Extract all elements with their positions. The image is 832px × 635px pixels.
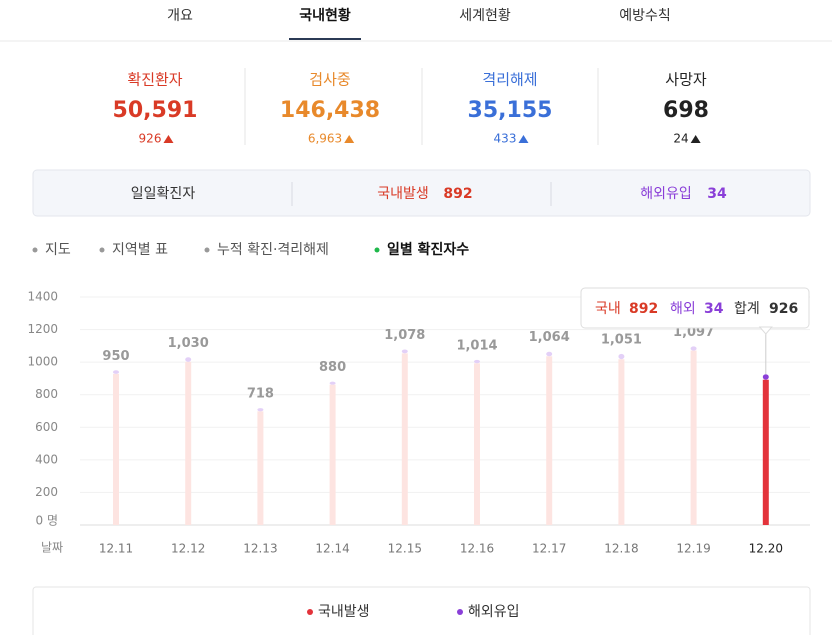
value-label: 1,051 bbox=[601, 332, 642, 347]
up-arrow bbox=[344, 135, 355, 143]
tooltip-pointer bbox=[758, 326, 773, 335]
x-tick-label: 12.20 bbox=[749, 542, 783, 556]
bar-segment bbox=[546, 351, 553, 357]
bar-segment bbox=[185, 357, 192, 362]
tooltip bbox=[580, 287, 810, 329]
bar-segment bbox=[113, 370, 119, 374]
stat-delta: 433 bbox=[494, 132, 517, 146]
stat-label: 사망자 bbox=[665, 71, 707, 89]
stat-value: 146,438 bbox=[280, 98, 380, 123]
value-label: 1,078 bbox=[384, 328, 425, 343]
bar-segment bbox=[474, 359, 480, 364]
tooltip-value: 892 bbox=[629, 301, 658, 317]
value-label: 1,097 bbox=[673, 325, 714, 340]
subtab-dot bbox=[32, 247, 38, 253]
bar-segment bbox=[401, 353, 408, 525]
bar-segment bbox=[113, 373, 119, 525]
y-tick-label: 1200 bbox=[27, 322, 58, 336]
stat-delta: 926 bbox=[139, 132, 162, 146]
y-tick-label: 400 bbox=[35, 452, 58, 466]
x-tick-label: 12.16 bbox=[460, 542, 494, 556]
stat-delta: 24 bbox=[673, 132, 688, 146]
bar-segment bbox=[474, 363, 480, 525]
bar-segment bbox=[401, 349, 408, 354]
bar-segment bbox=[329, 384, 336, 525]
subtab[interactable]: 지도 bbox=[45, 242, 71, 258]
tooltip-value: 34 bbox=[704, 301, 724, 317]
y-tick-label: 0 명 bbox=[36, 514, 59, 528]
value-label: 1,064 bbox=[529, 330, 570, 345]
x-tick-label: 12.17 bbox=[532, 542, 566, 556]
daily-domestic-label: 국내발생 bbox=[377, 186, 429, 202]
bar-segment bbox=[618, 353, 625, 360]
legend-dot bbox=[307, 609, 313, 615]
tooltip-label: 국내 bbox=[595, 301, 621, 317]
x-tick-label: 12.14 bbox=[315, 542, 349, 556]
value-label: 880 bbox=[319, 360, 346, 375]
daily-overseas-value: 34 bbox=[707, 186, 727, 202]
tab-underline bbox=[289, 38, 361, 40]
bar-segment bbox=[257, 408, 264, 412]
bar-segment bbox=[762, 379, 769, 525]
bar-segment bbox=[690, 346, 697, 351]
tooltip-label: 합계 bbox=[734, 301, 760, 317]
stat-value: 35,155 bbox=[468, 98, 553, 123]
daily-domestic-value: 892 bbox=[443, 186, 472, 202]
stat-value: 50,591 bbox=[113, 98, 198, 123]
legend-label: 해외유입 bbox=[468, 604, 520, 620]
x-tick-label: 12.11 bbox=[99, 542, 133, 556]
value-label: 1,030 bbox=[168, 336, 209, 351]
subtab-dot bbox=[204, 247, 210, 253]
up-arrow bbox=[163, 135, 174, 143]
bar-segment bbox=[329, 381, 336, 385]
tab[interactable]: 세계현황 bbox=[459, 8, 511, 24]
value-label: 950 bbox=[102, 349, 129, 364]
tab[interactable]: 국내현황 bbox=[299, 7, 351, 24]
y-tick-label: 1400 bbox=[27, 290, 58, 304]
daily-overseas-label: 해외유입 bbox=[640, 186, 692, 202]
tooltip-value: 926 bbox=[769, 301, 798, 317]
stat-label: 확진환자 bbox=[127, 71, 182, 89]
x-axis-label: 날짜 bbox=[41, 541, 63, 555]
stat-delta: 6,963 bbox=[308, 132, 342, 146]
subtab[interactable]: 일별 확진자수 bbox=[387, 241, 469, 258]
bar-segment bbox=[257, 411, 264, 525]
x-tick-label: 12.12 bbox=[171, 542, 205, 556]
bar-segment bbox=[185, 361, 192, 525]
subtab[interactable]: 지역별 표 bbox=[112, 242, 168, 258]
up-arrow bbox=[518, 135, 529, 143]
bar-segment bbox=[690, 350, 697, 525]
daily-box bbox=[32, 169, 811, 217]
daily-label: 일일확진자 bbox=[131, 186, 196, 202]
x-tick-label: 12.18 bbox=[604, 542, 638, 556]
x-tick-label: 12.19 bbox=[676, 542, 710, 556]
legend-label: 국내발생 bbox=[318, 604, 370, 620]
bar-segment bbox=[546, 356, 553, 525]
y-tick-label: 800 bbox=[35, 387, 58, 401]
y-tick-label: 1000 bbox=[27, 355, 58, 369]
stat-label: 검사중 bbox=[309, 71, 350, 89]
legend-dot bbox=[457, 609, 463, 615]
subtab-dot bbox=[374, 247, 380, 253]
value-label: 1,014 bbox=[456, 338, 497, 353]
tab[interactable]: 예방수칙 bbox=[619, 8, 671, 24]
up-arrow bbox=[690, 135, 701, 143]
subtab[interactable]: 누적 확진·격리해제 bbox=[217, 242, 329, 258]
x-tick-label: 12.13 bbox=[243, 542, 277, 556]
bar-segment bbox=[762, 374, 769, 380]
value-label: 718 bbox=[247, 387, 274, 402]
tab[interactable]: 개요 bbox=[167, 8, 193, 24]
subtab-dot bbox=[99, 247, 105, 253]
x-tick-label: 12.15 bbox=[388, 542, 422, 556]
stat-value: 698 bbox=[663, 98, 709, 123]
stat-label: 격리해제 bbox=[482, 71, 537, 89]
y-tick-label: 600 bbox=[35, 420, 58, 434]
y-tick-label: 200 bbox=[35, 485, 58, 499]
tooltip-label: 해외 bbox=[670, 301, 696, 317]
legend-box bbox=[32, 586, 811, 635]
bar-segment bbox=[618, 359, 625, 525]
